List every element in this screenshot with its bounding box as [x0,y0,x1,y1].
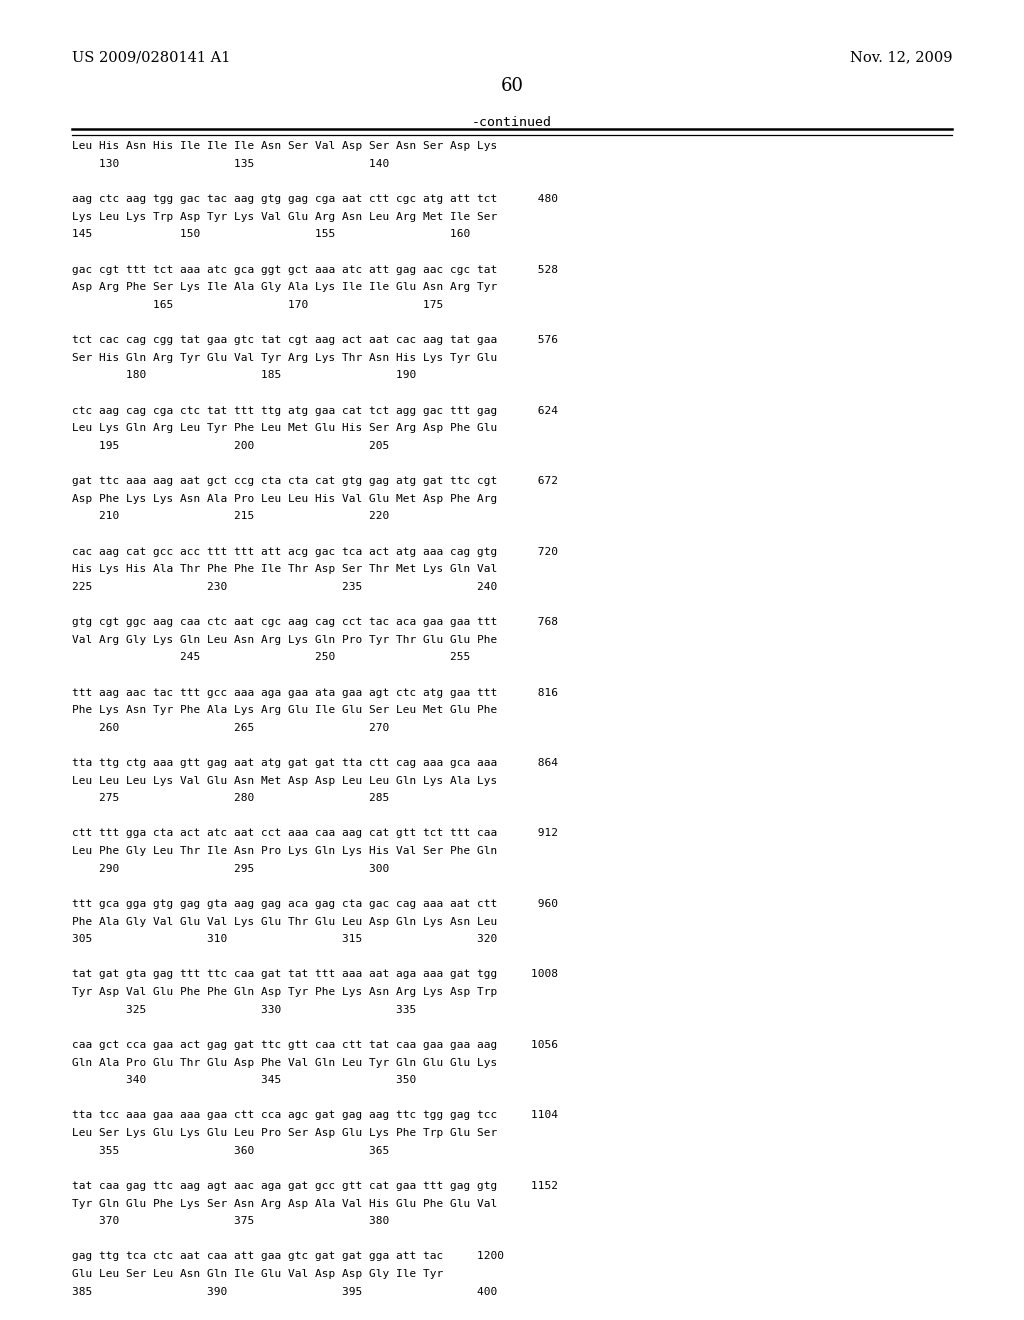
Text: ctt ttt gga cta act atc aat cct aaa caa aag cat gtt tct ttt caa      912: ctt ttt gga cta act atc aat cct aaa caa … [72,829,558,838]
Text: 340                 345                 350: 340 345 350 [72,1076,416,1085]
Text: ttt aag aac tac ttt gcc aaa aga gaa ata gaa agt ctc atg gaa ttt      816: ttt aag aac tac ttt gcc aaa aga gaa ata … [72,688,558,697]
Text: 210                 215                 220: 210 215 220 [72,511,389,521]
Text: cac aag cat gcc acc ttt ttt att acg gac tca act atg aaa cag gtg      720: cac aag cat gcc acc ttt ttt att acg gac … [72,546,558,557]
Text: 145             150                 155                 160: 145 150 155 160 [72,230,470,239]
Text: tat gat gta gag ttt ttc caa gat tat ttt aaa aat aga aaa gat tgg     1008: tat gat gta gag ttt ttc caa gat tat ttt … [72,969,558,979]
Text: 370                 375                 380: 370 375 380 [72,1216,389,1226]
Text: Leu Lys Gln Arg Leu Tyr Phe Leu Met Glu His Ser Arg Asp Phe Glu: Leu Lys Gln Arg Leu Tyr Phe Leu Met Glu … [72,424,497,433]
Text: tat caa gag ttc aag agt aac aga gat gcc gtt cat gaa ttt gag gtg     1152: tat caa gag ttc aag agt aac aga gat gcc … [72,1181,558,1191]
Text: Leu His Asn His Ile Ile Ile Asn Ser Val Asp Ser Asn Ser Asp Lys: Leu His Asn His Ile Ile Ile Asn Ser Val … [72,141,497,152]
Text: Leu Phe Gly Leu Thr Ile Asn Pro Lys Gln Lys His Val Ser Phe Gln: Leu Phe Gly Leu Thr Ile Asn Pro Lys Gln … [72,846,497,857]
Text: gtg cgt ggc aag caa ctc aat cgc aag cag cct tac aca gaa gaa ttt      768: gtg cgt ggc aag caa ctc aat cgc aag cag … [72,616,558,627]
Text: Asp Arg Phe Ser Lys Ile Ala Gly Ala Lys Ile Ile Glu Asn Arg Tyr: Asp Arg Phe Ser Lys Ile Ala Gly Ala Lys … [72,282,497,292]
Text: gac cgt ttt tct aaa atc gca ggt gct aaa atc att gag aac cgc tat      528: gac cgt ttt tct aaa atc gca ggt gct aaa … [72,264,558,275]
Text: Gln Ala Pro Glu Thr Glu Asp Phe Val Gln Leu Tyr Gln Glu Glu Lys: Gln Ala Pro Glu Thr Glu Asp Phe Val Gln … [72,1057,497,1068]
Text: Asp Phe Lys Lys Asn Ala Pro Leu Leu His Val Glu Met Asp Phe Arg: Asp Phe Lys Lys Asn Ala Pro Leu Leu His … [72,494,497,504]
Text: 130                 135                 140: 130 135 140 [72,158,389,169]
Text: ctc aag cag cga ctc tat ttt ttg atg gaa cat tct agg gac ttt gag      624: ctc aag cag cga ctc tat ttt ttg atg gaa … [72,405,558,416]
Text: tta ttg ctg aaa gtt gag aat atg gat gat tta ctt cag aaa gca aaa      864: tta ttg ctg aaa gtt gag aat atg gat gat … [72,758,558,768]
Text: 165                 170                 175: 165 170 175 [72,300,443,310]
Text: ttt gca gga gtg gag gta aag gag aca gag cta gac cag aaa aat ctt      960: ttt gca gga gtg gag gta aag gag aca gag … [72,899,558,909]
Text: Glu Leu Ser Leu Asn Gln Ile Glu Val Asp Asp Gly Ile Tyr: Glu Leu Ser Leu Asn Gln Ile Glu Val Asp … [72,1269,443,1279]
Text: Tyr Gln Glu Phe Lys Ser Asn Arg Asp Ala Val His Glu Phe Glu Val: Tyr Gln Glu Phe Lys Ser Asn Arg Asp Ala … [72,1199,497,1209]
Text: Leu Ser Lys Glu Lys Glu Leu Pro Ser Asp Glu Lys Phe Trp Glu Ser: Leu Ser Lys Glu Lys Glu Leu Pro Ser Asp … [72,1129,497,1138]
Text: tta tcc aaa gaa aaa gaa ctt cca agc gat gag aag ttc tgg gag tcc     1104: tta tcc aaa gaa aaa gaa ctt cca agc gat … [72,1110,558,1121]
Text: 275                 280                 285: 275 280 285 [72,793,389,804]
Text: 245                 250                 255: 245 250 255 [72,652,470,663]
Text: 355                 360                 365: 355 360 365 [72,1146,389,1156]
Text: Val Arg Gly Lys Gln Leu Asn Arg Lys Gln Pro Tyr Thr Glu Glu Phe: Val Arg Gly Lys Gln Leu Asn Arg Lys Gln … [72,635,497,644]
Text: 290                 295                 300: 290 295 300 [72,863,389,874]
Text: 60: 60 [501,77,523,95]
Text: US 2009/0280141 A1: US 2009/0280141 A1 [72,50,230,65]
Text: Ser His Gln Arg Tyr Glu Val Tyr Arg Lys Thr Asn His Lys Tyr Glu: Ser His Gln Arg Tyr Glu Val Tyr Arg Lys … [72,352,497,363]
Text: caa gct cca gaa act gag gat ttc gtt caa ctt tat caa gaa gaa aag     1056: caa gct cca gaa act gag gat ttc gtt caa … [72,1040,558,1049]
Text: Lys Leu Lys Trp Asp Tyr Lys Val Glu Arg Asn Leu Arg Met Ile Ser: Lys Leu Lys Trp Asp Tyr Lys Val Glu Arg … [72,211,497,222]
Text: 225                 230                 235                 240: 225 230 235 240 [72,582,497,591]
Text: Nov. 12, 2009: Nov. 12, 2009 [850,50,952,65]
Text: 180                 185                 190: 180 185 190 [72,371,416,380]
Text: Leu Leu Leu Lys Val Glu Asn Met Asp Asp Leu Leu Gln Lys Ala Lys: Leu Leu Leu Lys Val Glu Asn Met Asp Asp … [72,776,497,785]
Text: gat ttc aaa aag aat gct ccg cta cta cat gtg gag atg gat ttc cgt      672: gat ttc aaa aag aat gct ccg cta cta cat … [72,477,558,486]
Text: -continued: -continued [472,116,552,129]
Text: 305                 310                 315                 320: 305 310 315 320 [72,935,497,944]
Text: tct cac cag cgg tat gaa gtc tat cgt aag act aat cac aag tat gaa      576: tct cac cag cgg tat gaa gtc tat cgt aag … [72,335,558,345]
Text: 260                 265                 270: 260 265 270 [72,723,389,733]
Text: aag ctc aag tgg gac tac aag gtg gag cga aat ctt cgc atg att tct      480: aag ctc aag tgg gac tac aag gtg gag cga … [72,194,558,205]
Text: gag ttg tca ctc aat caa att gaa gtc gat gat gga att tac     1200: gag ttg tca ctc aat caa att gaa gtc gat … [72,1251,504,1262]
Text: Phe Lys Asn Tyr Phe Ala Lys Arg Glu Ile Glu Ser Leu Met Glu Phe: Phe Lys Asn Tyr Phe Ala Lys Arg Glu Ile … [72,705,497,715]
Text: 195                 200                 205: 195 200 205 [72,441,389,451]
Text: Tyr Asp Val Glu Phe Phe Gln Asp Tyr Phe Lys Asn Arg Lys Asp Trp: Tyr Asp Val Glu Phe Phe Gln Asp Tyr Phe … [72,987,497,997]
Text: Phe Ala Gly Val Glu Val Lys Glu Thr Glu Leu Asp Gln Lys Asn Leu: Phe Ala Gly Val Glu Val Lys Glu Thr Glu … [72,916,497,927]
Text: His Lys His Ala Thr Phe Phe Ile Thr Asp Ser Thr Met Lys Gln Val: His Lys His Ala Thr Phe Phe Ile Thr Asp … [72,564,497,574]
Text: 325                 330                 335: 325 330 335 [72,1005,416,1015]
Text: 385                 390                 395                 400: 385 390 395 400 [72,1287,497,1296]
